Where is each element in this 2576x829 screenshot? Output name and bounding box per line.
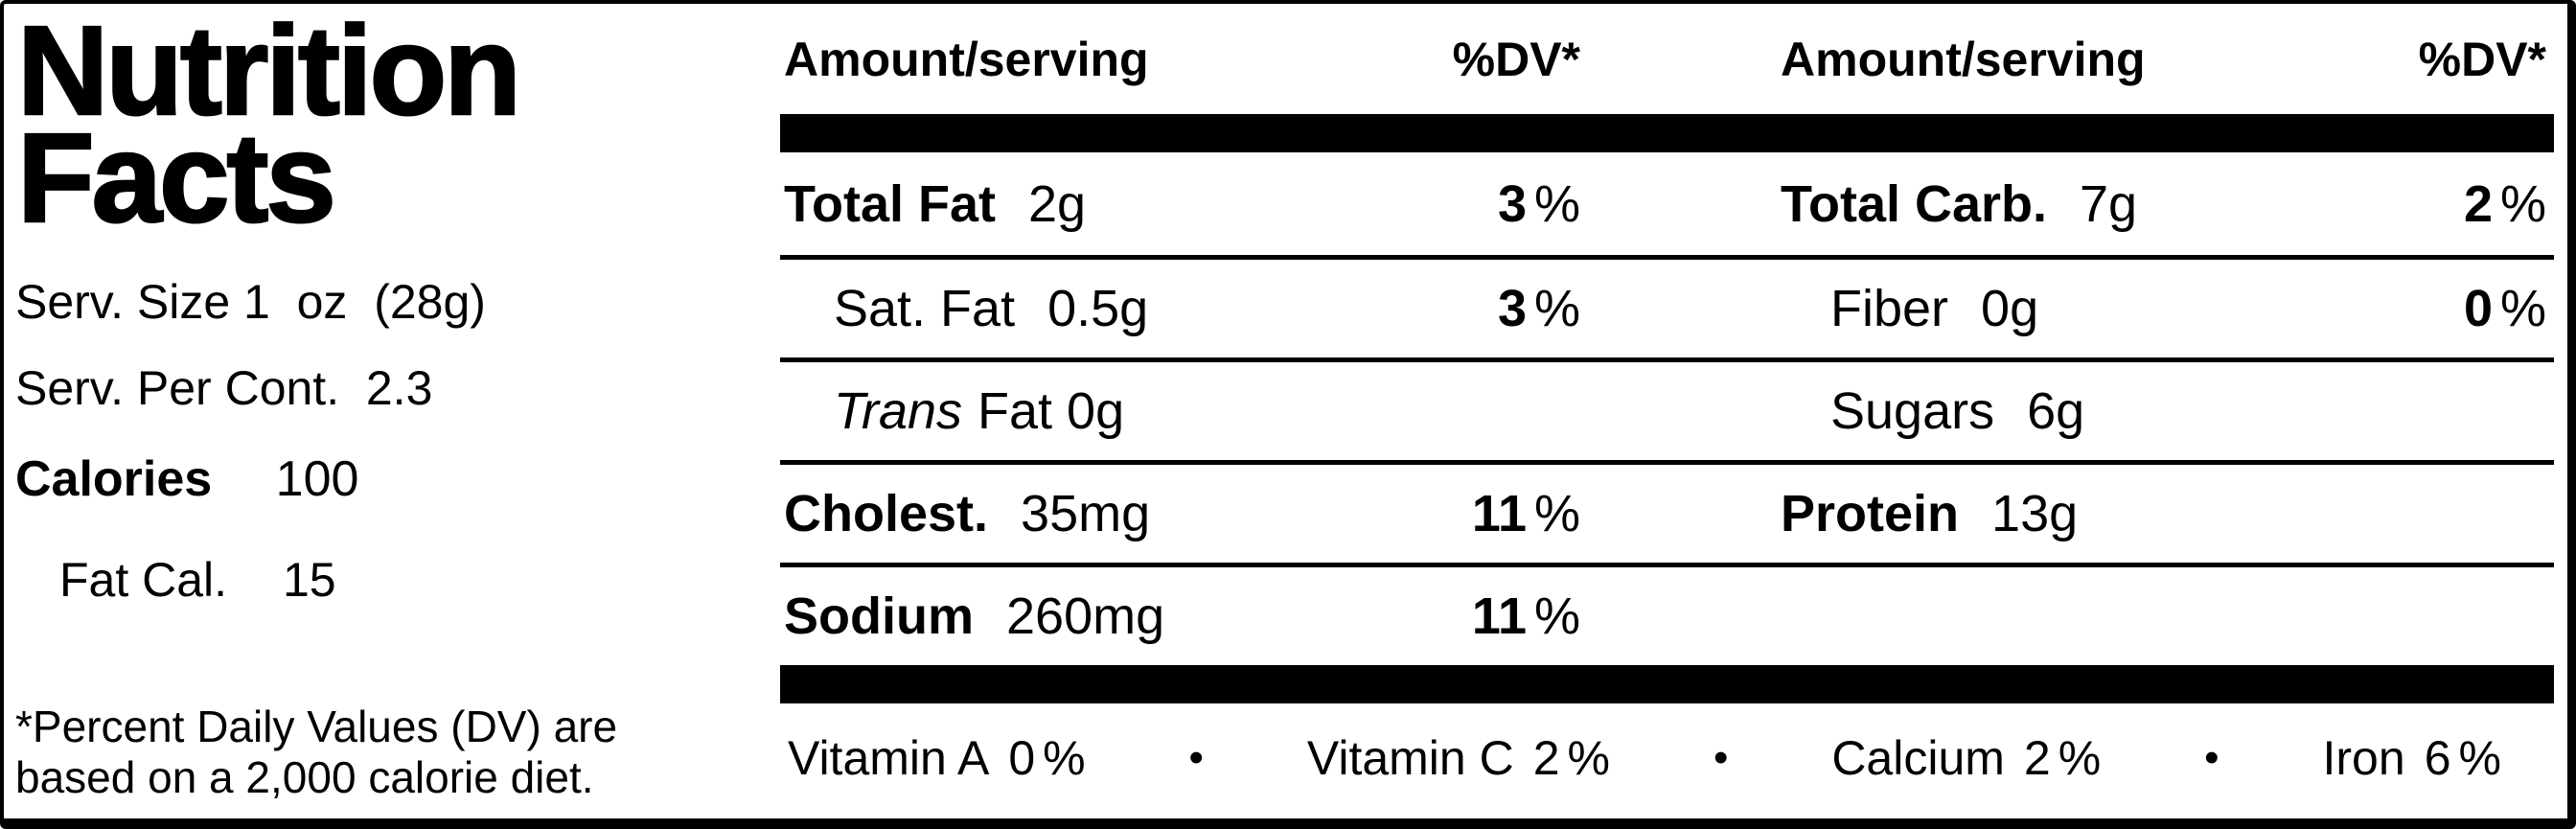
percent-sign: % <box>2058 731 2102 785</box>
nutrient-amount: 260mg <box>1006 587 1165 645</box>
amount-serving-header: Amount/serving <box>1781 32 2146 86</box>
nutrient-amount: 0.5g <box>1047 280 1149 337</box>
dv-value: 2 <box>2463 174 2493 233</box>
nutrient-name: Total Carb. <box>1781 174 2048 233</box>
divider-bar-top <box>780 114 2554 152</box>
cell-sat-fat: Sat. Fat 0.5g 3% <box>780 279 1580 338</box>
vitamin-value: 2 <box>2023 731 2051 785</box>
percent-sign: % <box>1533 587 1580 645</box>
calories-value: 100 <box>275 451 359 507</box>
amount-serving-header: Amount/serving <box>784 32 1149 86</box>
nutrient-amount: 2g <box>1027 174 1087 233</box>
vitamin-name: Vitamin C <box>1306 731 1514 785</box>
dv-value: 3 <box>1497 280 1527 337</box>
percent-sign: % <box>1533 174 1580 233</box>
footnote: *Percent Daily Values (DV) are based on … <box>15 702 618 802</box>
dv-value: 0 <box>2463 280 2493 337</box>
bullet-separator: • <box>1188 734 1204 781</box>
nutrient-amount: 6g <box>2027 382 2085 440</box>
vitamin-item: Vitamin C 2% <box>1307 730 1610 786</box>
nutrient-name: Protein <box>1781 485 1960 542</box>
page-title: Nutrition Facts <box>16 0 770 248</box>
title-line-2: Facts <box>16 107 337 248</box>
vitamin-value: 6 <box>2424 731 2451 785</box>
cell-sugars: Sugars 6g <box>1777 381 2554 441</box>
vitamin-item: Calcium 2% <box>1831 730 2101 786</box>
nutrient-table: Amount/serving %DV* Amount/serving %DV* … <box>770 4 2554 818</box>
bullet-separator: • <box>2204 734 2220 781</box>
dv-header: %DV* <box>1452 32 1580 86</box>
percent-sign: % <box>1533 485 1580 542</box>
bullet-separator: • <box>1713 734 1729 781</box>
cell-protein: Protein 13g <box>1777 484 2554 543</box>
dv-cell: 3% <box>1498 174 1580 234</box>
nutrient-name: Cholest. <box>784 485 989 542</box>
percent-sign: % <box>1043 731 1086 785</box>
nutrient-name-italic: Trans <box>834 382 963 440</box>
vitamin-item: Vitamin A 0% <box>788 730 1086 786</box>
nutrient-amount: 0g <box>1981 280 2039 337</box>
nutrient-name: Sugars <box>1830 382 1995 440</box>
table-row-satfat-fiber: Sat. Fat 0.5g 3% Fiber 0g 0% <box>780 255 2554 357</box>
percent-sign: % <box>1567 731 1611 785</box>
nutrient-amount: 13g <box>1991 485 2079 542</box>
vitamin-item: Iron 6% <box>2323 730 2501 786</box>
servings-per-container-text: Serv. Per Cont. 2.3 <box>15 361 433 415</box>
nutrient-amount: 35mg <box>1021 485 1151 542</box>
serving-size-text: Serv. Size 1 oz (28g) <box>15 275 486 329</box>
vitamins-row: Vitamin A 0% • Vitamin C 2% • Calcium 2% • … <box>780 703 2554 818</box>
fat-calories-row: Fat Cal. 15 <box>15 552 770 608</box>
table-row-cholesterol-protein: Cholest. 35mg 11% Protein 13g <box>780 460 2554 563</box>
vitamin-value: 2 <box>1532 731 1560 785</box>
nutrient-name: Sat. Fat <box>834 280 1016 337</box>
table-row-transfat-sugars: Trans Fat 0g Sugars 6g <box>780 357 2554 460</box>
title-line-1: Nutrition <box>16 0 522 141</box>
calories-row: Calories 100 <box>15 450 770 508</box>
header-right-pair: Amount/serving %DV* <box>1777 32 2554 87</box>
percent-sign: % <box>2499 174 2546 233</box>
dv-cell: 3% <box>1498 279 1580 338</box>
calories-label: Calories <box>15 451 213 507</box>
dv-cell: 11% <box>1472 484 1580 543</box>
nutrient-name: Total Fat <box>784 174 996 233</box>
cell-total-carb: Total Carb. 7g 2% <box>1777 174 2554 234</box>
nutrient-name: Fiber <box>1830 280 1949 337</box>
cell-fiber: Fiber 0g 0% <box>1777 279 2554 338</box>
nutrient-name: Sodium <box>784 587 974 645</box>
dv-cell: 0% <box>2464 279 2546 338</box>
table-header-row: Amount/serving %DV* Amount/serving %DV* <box>780 4 2554 114</box>
cell-cholesterol: Cholest. 35mg 11% <box>780 484 1580 543</box>
percent-sign: % <box>2499 280 2546 337</box>
dv-cell: 2% <box>2464 174 2546 234</box>
vitamin-value: 0 <box>1008 731 1036 785</box>
percent-sign: % <box>1533 280 1580 337</box>
fat-calories-label: Fat Cal. <box>59 553 228 607</box>
table-row-sodium: Sodium 260mg 11% <box>780 563 2554 665</box>
dv-value: 11 <box>1471 485 1527 542</box>
nutrient-amount: 7g <box>2080 174 2138 233</box>
fat-calories-value: 15 <box>282 553 336 607</box>
left-panel: Nutrition Facts Serv. Size 1 oz (28g) Se… <box>4 4 770 818</box>
header-left-pair: Amount/serving %DV* <box>780 32 1580 87</box>
dv-value: 11 <box>1471 587 1527 645</box>
cell-sodium: Sodium 260mg 11% <box>780 587 1580 646</box>
divider-bar-bottom <box>780 665 2554 703</box>
cell-total-fat: Total Fat 2g 3% <box>780 174 1580 234</box>
vitamin-name: Vitamin A <box>788 731 990 785</box>
vitamin-name: Iron <box>2322 731 2405 785</box>
table-row-total-fat-carb: Total Fat 2g 3% Total Carb. 7g 2% <box>780 152 2554 255</box>
nutrient-amount: Fat 0g <box>978 382 1125 440</box>
vitamin-name: Calcium <box>1831 731 2005 785</box>
dv-cell: 11% <box>1472 587 1580 646</box>
cell-trans-fat: Trans Fat 0g <box>780 381 1580 441</box>
percent-sign: % <box>2458 731 2501 785</box>
nutrient-rows: Total Fat 2g 3% Total Carb. 7g 2% Sat. F… <box>780 152 2554 665</box>
dv-header: %DV* <box>2418 32 2546 86</box>
dv-value: 3 <box>1497 174 1527 233</box>
